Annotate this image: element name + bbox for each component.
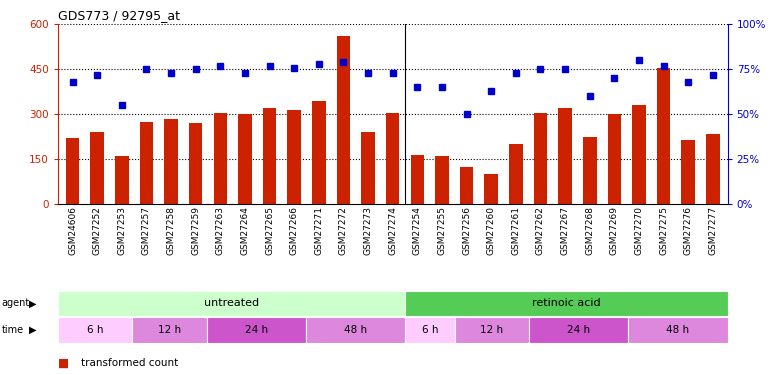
Bar [361,132,375,204]
Bar [534,113,547,204]
Text: GSM27277: GSM27277 [708,206,718,255]
Text: ▶: ▶ [29,298,37,308]
Text: 24 h: 24 h [245,325,268,335]
Bar [90,132,104,204]
Text: GSM27271: GSM27271 [314,206,323,255]
Text: 6 h: 6 h [422,325,438,335]
Text: 12 h: 12 h [158,325,181,335]
Text: 24 h: 24 h [567,325,591,335]
Bar [65,138,79,204]
Bar [115,156,129,204]
Bar [410,155,424,204]
Text: GSM27253: GSM27253 [117,206,126,255]
Bar [657,68,671,204]
Bar [681,140,695,204]
Bar [484,174,498,204]
Text: GSM27258: GSM27258 [166,206,176,255]
Text: GSM27273: GSM27273 [363,206,373,255]
Text: time: time [2,325,24,335]
Text: 48 h: 48 h [344,325,367,335]
Bar [706,134,720,204]
Text: ▶: ▶ [29,325,37,335]
Text: GSM27256: GSM27256 [462,206,471,255]
Bar [460,167,474,204]
Text: GSM27255: GSM27255 [437,206,447,255]
Text: 6 h: 6 h [87,325,103,335]
Text: GSM27261: GSM27261 [511,206,521,255]
Text: GSM27268: GSM27268 [585,206,594,255]
Text: 48 h: 48 h [667,325,690,335]
Text: GSM27265: GSM27265 [265,206,274,255]
Text: agent: agent [2,298,30,308]
Bar [164,119,178,204]
Bar [558,108,572,204]
Bar [336,36,350,204]
Text: GDS773 / 92795_at: GDS773 / 92795_at [58,9,179,22]
Bar [238,114,252,204]
Text: GSM27272: GSM27272 [339,206,348,255]
Bar [632,105,646,204]
Text: 12 h: 12 h [480,325,504,335]
Text: retinoic acid: retinoic acid [532,298,601,308]
Text: GSM27270: GSM27270 [634,206,644,255]
Text: GSM27259: GSM27259 [191,206,200,255]
Text: GSM27264: GSM27264 [240,206,249,255]
Bar [386,113,400,204]
Bar [139,122,153,204]
Text: GSM27269: GSM27269 [610,206,619,255]
Bar [583,137,597,204]
Bar [509,144,523,204]
Text: GSM27274: GSM27274 [388,206,397,255]
Text: GSM27257: GSM27257 [142,206,151,255]
Bar [287,110,301,204]
Text: GSM27267: GSM27267 [561,206,570,255]
Bar [189,123,203,204]
Text: GSM27262: GSM27262 [536,206,545,255]
Text: GSM27263: GSM27263 [216,206,225,255]
Text: GSM27266: GSM27266 [290,206,299,255]
Text: GSM24606: GSM24606 [68,206,77,255]
Text: GSM27275: GSM27275 [659,206,668,255]
Text: transformed count: transformed count [81,358,178,368]
Text: GSM27276: GSM27276 [684,206,693,255]
Bar [608,114,621,204]
Text: GSM27254: GSM27254 [413,206,422,255]
Bar [213,113,227,204]
Bar [263,108,276,204]
Bar [312,101,326,204]
Text: GSM27252: GSM27252 [92,206,102,255]
Text: GSM27260: GSM27260 [487,206,496,255]
Text: ■: ■ [58,357,72,370]
Text: untreated: untreated [204,298,259,308]
Bar [435,156,449,204]
